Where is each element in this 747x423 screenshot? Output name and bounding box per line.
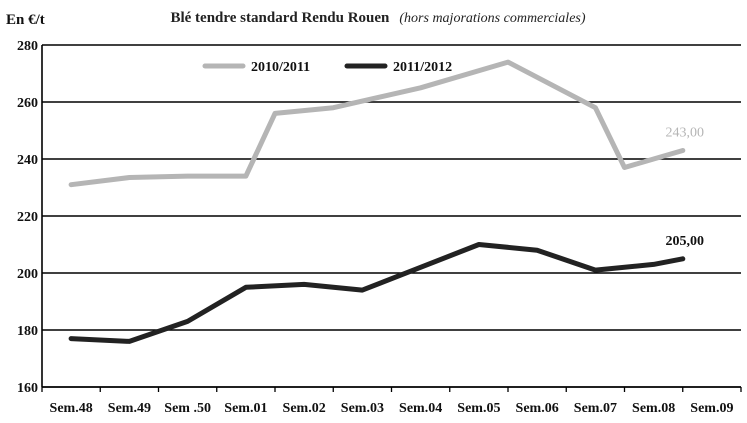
y-tick-label-220: 220 [17,210,38,225]
x-tick-label: Sem.04 [399,401,442,416]
series-lines [68,59,686,344]
x-tick-label: Sem.07 [574,401,617,416]
x-tick-label: Sem.01 [224,401,267,416]
chart-title: Blé tendre standard Rendu Rouen (hors ma… [170,9,585,26]
y-axis-label: En €/t [6,12,45,28]
x-tick-label: Sem.05 [457,401,500,416]
data-annotations: 243,00 205,00 [666,125,705,248]
x-tick-label: Sem.49 [108,401,151,416]
axes [41,45,742,392]
x-tick-label: Sem.48 [50,401,93,416]
x-tick-label: Sem.06 [516,401,559,416]
x-tick-label: Sem.08 [632,401,675,416]
series-line-2011-2012 [68,242,686,344]
legend-label-2010-2011: 2010/2011 [251,60,310,75]
x-tick-label: Sem .50 [164,401,211,416]
y-tick-labels: 160 180 200 220 240 260 280 [17,39,38,396]
x-tick-label: Sem.09 [690,401,733,416]
y-tick-label-180: 180 [17,324,38,339]
y-tick-label-160: 160 [17,381,38,396]
y-tick-label-260: 260 [17,96,38,111]
chart-subtitle: (hors majorations commerciales) [399,11,585,26]
legend: 2010/2011 2011/2012 [202,60,452,75]
y-tick-label-240: 240 [17,153,38,168]
y-tick-label-280: 280 [17,39,38,54]
legend-label-2011-2012: 2011/2012 [393,60,452,75]
x-tick-labels: Sem.48 Sem.49 Sem .50 Sem.01 Sem.02 Sem.03 Sem… [50,401,734,416]
x-tick-label: Sem.02 [283,401,326,416]
y-tick-label-200: 200 [17,267,38,282]
series-line-2010-2011 [68,59,686,188]
annotation-2010-2011: 243,00 [666,125,705,140]
annotation-2011-2012: 205,00 [666,234,705,249]
x-tick-label: Sem.03 [341,401,384,416]
chart-title-main: Blé tendre standard Rendu Rouen [170,10,390,26]
